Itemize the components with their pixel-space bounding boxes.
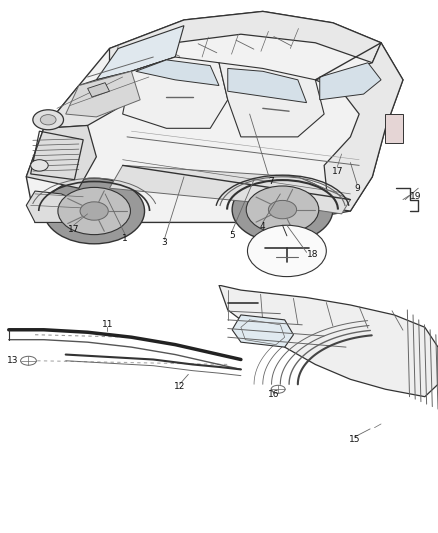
Circle shape xyxy=(80,202,108,220)
Circle shape xyxy=(247,225,326,277)
Circle shape xyxy=(44,178,145,244)
Circle shape xyxy=(232,177,333,243)
Circle shape xyxy=(268,200,297,219)
Polygon shape xyxy=(385,114,403,142)
Circle shape xyxy=(31,160,48,171)
Text: 17: 17 xyxy=(68,225,79,234)
Text: 15: 15 xyxy=(349,435,360,444)
Circle shape xyxy=(58,188,131,235)
Text: 1: 1 xyxy=(122,233,128,243)
Polygon shape xyxy=(110,11,381,66)
Text: 9: 9 xyxy=(354,184,360,193)
Polygon shape xyxy=(315,43,403,211)
Polygon shape xyxy=(136,60,219,86)
Circle shape xyxy=(40,115,56,125)
Polygon shape xyxy=(232,315,293,347)
Text: 3: 3 xyxy=(161,238,167,247)
Polygon shape xyxy=(123,57,228,128)
Polygon shape xyxy=(26,11,403,222)
Polygon shape xyxy=(44,57,184,128)
Polygon shape xyxy=(228,68,307,103)
Text: 13: 13 xyxy=(7,356,18,365)
Polygon shape xyxy=(110,165,350,214)
Polygon shape xyxy=(26,191,96,222)
Text: 16: 16 xyxy=(268,390,279,399)
Text: 4: 4 xyxy=(260,222,265,231)
Polygon shape xyxy=(26,125,96,188)
Polygon shape xyxy=(66,71,140,117)
Polygon shape xyxy=(96,26,184,80)
Polygon shape xyxy=(320,63,381,100)
Text: 18: 18 xyxy=(307,250,319,259)
Polygon shape xyxy=(219,63,324,137)
Text: 12: 12 xyxy=(174,382,185,391)
Text: 19: 19 xyxy=(410,192,422,201)
Polygon shape xyxy=(219,285,438,397)
Text: 5: 5 xyxy=(229,231,235,240)
Text: 7: 7 xyxy=(268,177,275,187)
Text: 11: 11 xyxy=(102,320,113,329)
Polygon shape xyxy=(88,83,110,97)
Circle shape xyxy=(246,186,319,233)
Circle shape xyxy=(33,110,64,130)
Text: 17: 17 xyxy=(332,167,343,175)
